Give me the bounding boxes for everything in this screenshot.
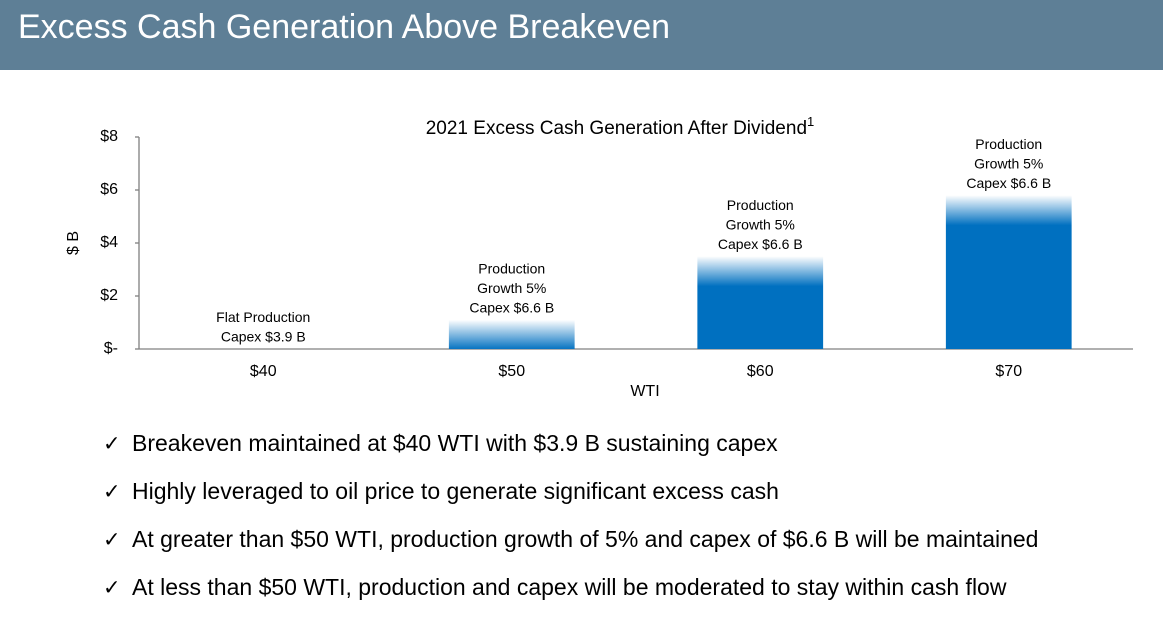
x-tick-label: $70: [995, 363, 1022, 380]
y-tick-label: $2: [100, 287, 118, 304]
y-tick-label: $4: [100, 234, 118, 251]
header-band: [0, 0, 1163, 70]
bar: [697, 256, 824, 349]
y-axis-label: $ B: [65, 231, 82, 255]
bar-annotation: Growth 5%: [726, 216, 795, 232]
bullet-check: ✓: [103, 529, 121, 552]
bullet-check: ✓: [103, 433, 121, 456]
bar-annotation: Production: [727, 197, 794, 213]
y-tick-label: $8: [100, 128, 118, 145]
bar-annotation: Capex $3.9 B: [221, 329, 306, 345]
chart-title: 2021 Excess Cash Generation After Divide…: [426, 114, 815, 139]
bar-annotation: Production: [975, 136, 1042, 152]
bullet-text: Highly leveraged to oil price to generat…: [132, 478, 779, 504]
bar: [945, 195, 1072, 349]
bar-annotation: Growth 5%: [974, 156, 1043, 172]
x-tick-label: $40: [250, 363, 277, 380]
bar-annotation: Production: [478, 261, 545, 277]
x-axis-label: WTI: [630, 383, 659, 400]
bar-annotation: Capex $6.6 B: [966, 175, 1051, 191]
chart-title-text: 2021 Excess Cash Generation After Divide…: [426, 118, 807, 139]
slide-title: Excess Cash Generation Above Breakeven: [18, 8, 670, 46]
bullet-text: At greater than $50 WTI, production grow…: [132, 526, 1038, 552]
bar-annotation: Capex $6.6 B: [469, 300, 554, 316]
bar-annotation: Capex $6.6 B: [718, 236, 803, 252]
x-tick-label: $50: [498, 363, 525, 380]
bullet-check: ✓: [103, 577, 121, 600]
bullet-text: Breakeven maintained at $40 WTI with $3.…: [132, 430, 778, 456]
y-tick-label: $-: [104, 340, 118, 357]
bar: [448, 319, 575, 349]
x-tick-label: $60: [747, 363, 774, 380]
y-tick-label: $6: [100, 181, 118, 198]
bar-annotation: Flat Production: [216, 309, 310, 325]
bullet-text: At less than $50 WTI, production and cap…: [132, 574, 1007, 600]
bullet-check: ✓: [103, 481, 121, 504]
bar-annotation: Growth 5%: [477, 280, 546, 296]
chart-title-note: 1: [807, 114, 814, 129]
